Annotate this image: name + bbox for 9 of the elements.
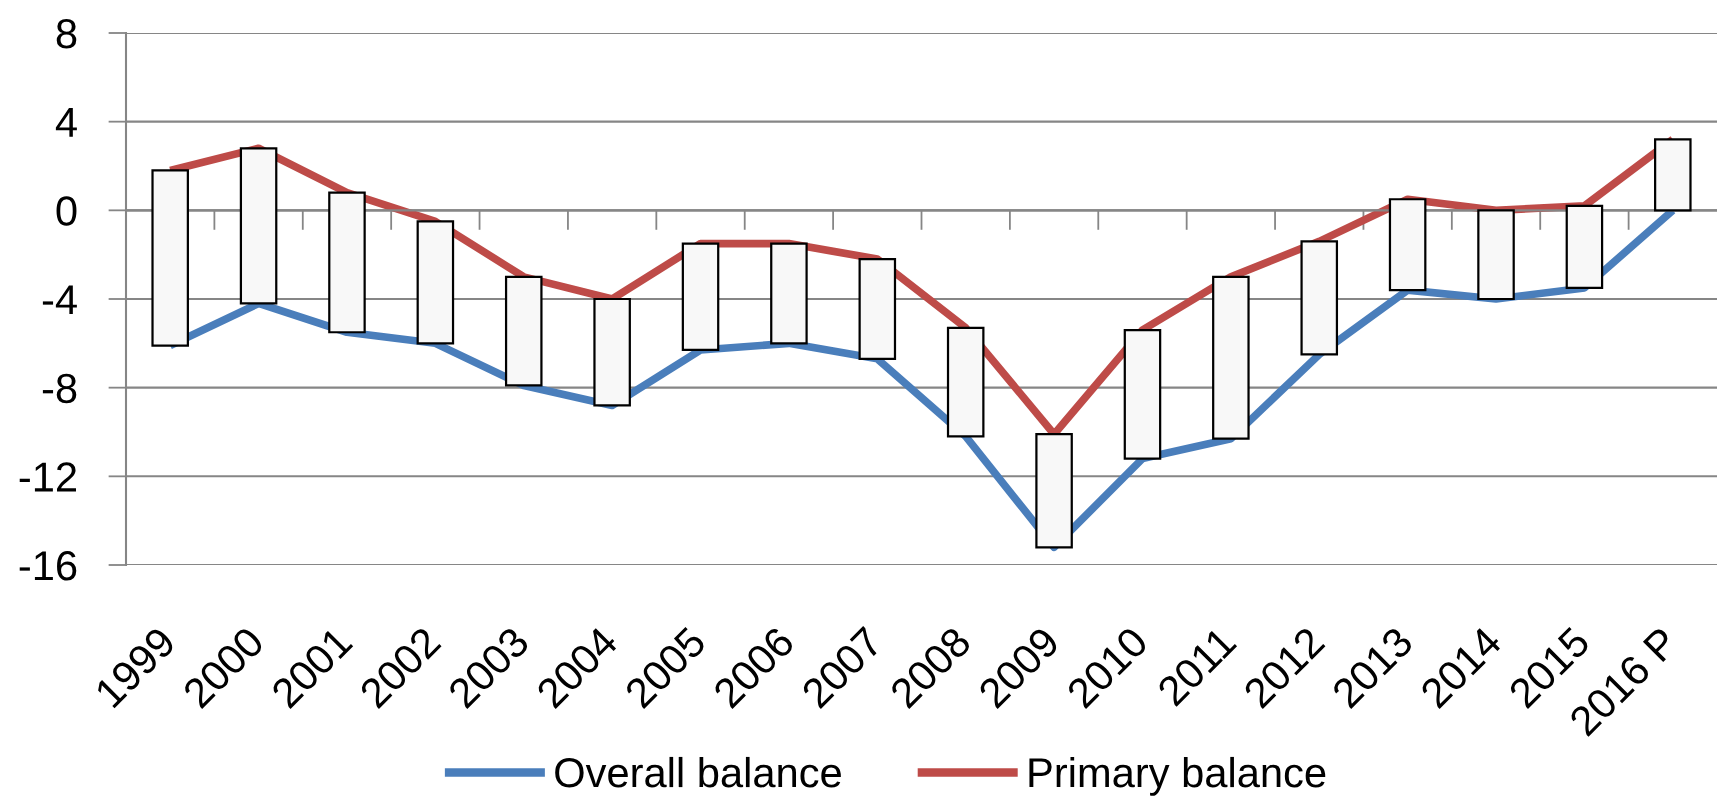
y-tick-label: -12 [19,462,76,492]
y-tick-label: 8 [56,19,77,49]
y-tick-label: 0 [56,196,77,226]
y-tick-label: -4 [42,285,77,315]
legend-label: Overall balance [555,756,841,788]
y-tick-label: -8 [42,373,77,404]
y-tick-label: 4 [55,108,77,137]
legend-label: Primary balance [1029,756,1326,796]
y-tick-label: -16 [19,551,77,581]
